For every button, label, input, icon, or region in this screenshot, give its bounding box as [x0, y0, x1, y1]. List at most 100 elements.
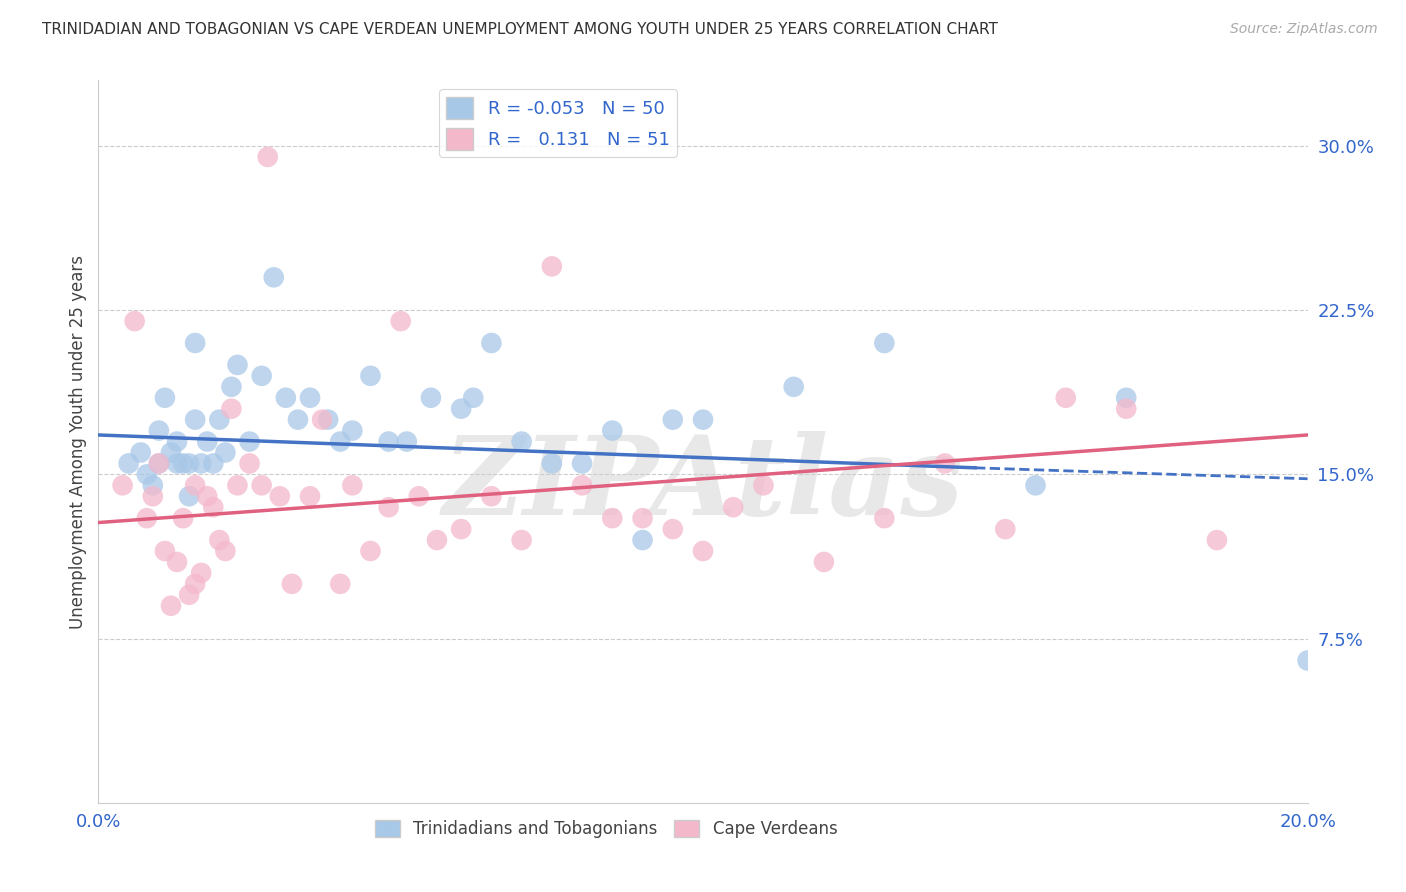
Point	[202, 457, 225, 471]
Point	[661, 412, 683, 426]
Point	[813, 555, 835, 569]
Point	[602, 424, 624, 438]
Point	[481, 489, 503, 503]
Point	[540, 457, 562, 471]
Point	[269, 489, 291, 503]
Point	[250, 478, 273, 492]
Point	[1115, 401, 1137, 416]
Legend: Trinidadians and Tobagonians, Cape Verdeans: Trinidadians and Tobagonians, Cape Verde…	[368, 814, 844, 845]
Point	[692, 412, 714, 426]
Point	[135, 467, 157, 482]
Point	[299, 391, 322, 405]
Point	[160, 599, 183, 613]
Point	[723, 500, 745, 515]
Point	[184, 336, 207, 351]
Point	[179, 489, 201, 503]
Point	[263, 270, 285, 285]
Point	[395, 434, 418, 449]
Point	[195, 489, 218, 503]
Point	[450, 522, 472, 536]
Point	[256, 150, 278, 164]
Point	[329, 434, 352, 449]
Point	[221, 380, 243, 394]
Point	[148, 457, 170, 471]
Point	[179, 457, 201, 471]
Point	[571, 457, 593, 471]
Point	[214, 445, 236, 459]
Point	[172, 457, 194, 471]
Point	[190, 457, 212, 471]
Point	[287, 412, 309, 426]
Point	[661, 522, 683, 536]
Point	[934, 457, 956, 471]
Point	[148, 424, 170, 438]
Point	[148, 457, 170, 471]
Point	[281, 577, 304, 591]
Point	[184, 412, 207, 426]
Point	[342, 424, 364, 438]
Point	[195, 434, 218, 449]
Point	[135, 511, 157, 525]
Point	[1054, 391, 1077, 405]
Point	[377, 500, 399, 515]
Point	[274, 391, 297, 405]
Point	[602, 511, 624, 525]
Point	[1115, 391, 1137, 405]
Point	[873, 511, 896, 525]
Point	[172, 511, 194, 525]
Point	[342, 478, 364, 492]
Point	[408, 489, 430, 503]
Point	[166, 434, 188, 449]
Point	[316, 412, 339, 426]
Point	[184, 478, 207, 492]
Point	[783, 380, 806, 394]
Point	[142, 478, 165, 492]
Point	[360, 544, 382, 558]
Point	[377, 434, 399, 449]
Point	[111, 478, 134, 492]
Point	[208, 412, 231, 426]
Text: ZIPAtlas: ZIPAtlas	[443, 431, 963, 539]
Point	[166, 457, 188, 471]
Point	[250, 368, 273, 383]
Point	[752, 478, 775, 492]
Y-axis label: Unemployment Among Youth under 25 years: Unemployment Among Youth under 25 years	[69, 254, 87, 629]
Point	[450, 401, 472, 416]
Point	[389, 314, 412, 328]
Point	[208, 533, 231, 547]
Point	[153, 544, 176, 558]
Point	[510, 434, 533, 449]
Point	[873, 336, 896, 351]
Point	[540, 260, 562, 274]
Point	[202, 500, 225, 515]
Point	[214, 544, 236, 558]
Text: Source: ZipAtlas.com: Source: ZipAtlas.com	[1230, 22, 1378, 37]
Point	[226, 358, 249, 372]
Point	[1296, 653, 1319, 667]
Point	[184, 577, 207, 591]
Point	[994, 522, 1017, 536]
Point	[360, 368, 382, 383]
Point	[426, 533, 449, 547]
Point	[463, 391, 485, 405]
Point	[420, 391, 443, 405]
Point	[329, 577, 352, 591]
Point	[481, 336, 503, 351]
Point	[118, 457, 141, 471]
Point	[571, 478, 593, 492]
Point	[166, 555, 188, 569]
Point	[124, 314, 146, 328]
Point	[239, 434, 262, 449]
Point	[142, 489, 165, 503]
Point	[190, 566, 212, 580]
Point	[299, 489, 322, 503]
Point	[221, 401, 243, 416]
Point	[311, 412, 333, 426]
Point	[160, 445, 183, 459]
Point	[226, 478, 249, 492]
Point	[631, 533, 654, 547]
Point	[153, 391, 176, 405]
Point	[692, 544, 714, 558]
Point	[179, 588, 201, 602]
Point	[510, 533, 533, 547]
